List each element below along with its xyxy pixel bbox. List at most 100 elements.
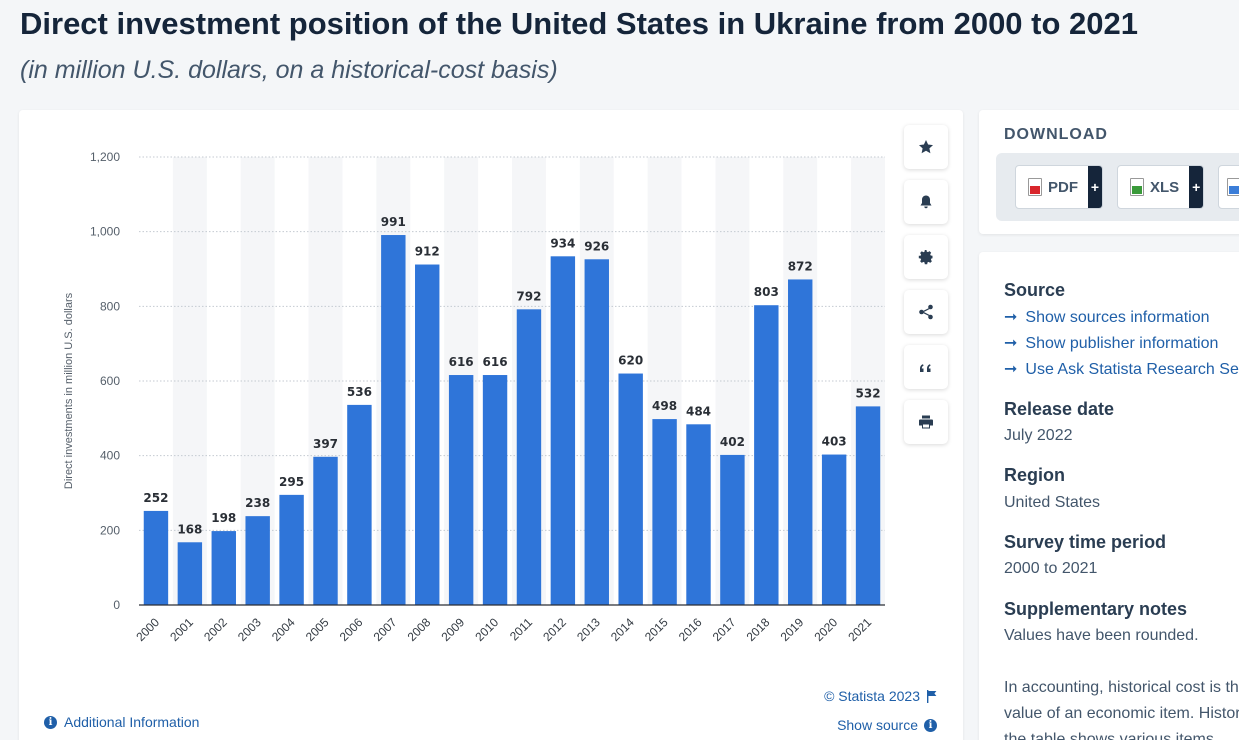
data-label: 616 [483, 355, 508, 369]
show-publisher-link[interactable]: ➞ Show publisher information [1004, 333, 1218, 353]
show-source-link[interactable]: Show source i [837, 717, 937, 733]
statista-credit[interactable]: © Statista 2023 [824, 688, 937, 704]
info-icon: i [44, 715, 57, 729]
download-pdf-button[interactable]: PDF + [1015, 165, 1103, 209]
download-image-button[interactable] [1218, 165, 1239, 209]
bar [347, 404, 372, 605]
data-label: 872 [788, 259, 813, 273]
ask-statista-text: Use Ask Statista Research Service [1025, 361, 1239, 378]
notes-text-line-3: the table shows various items [1004, 731, 1214, 740]
info-icon: i [924, 718, 937, 732]
region-value: United States [1004, 494, 1101, 511]
data-label: 402 [720, 435, 745, 449]
print-button[interactable] [904, 400, 948, 444]
download-card: DOWNLOAD PDF + XLS + [979, 110, 1239, 234]
star-icon [919, 140, 933, 154]
region-heading: Region [1004, 465, 1065, 485]
x-tick-label: 2016 [676, 615, 705, 644]
y-tick-label: 200 [100, 523, 120, 537]
statistic-info-card: Source ➞ Show sources information ➞ Show p… [979, 252, 1239, 740]
data-label: 484 [686, 404, 711, 418]
bar [618, 373, 643, 605]
x-tick-label: 2006 [337, 615, 366, 644]
x-tick-label: 2001 [167, 615, 196, 644]
pdf-label: PDF [1048, 178, 1078, 196]
credit-text: © Statista 2023 [824, 688, 920, 704]
data-label: 403 [822, 435, 847, 449]
bell-icon [920, 195, 932, 209]
x-tick-label: 2002 [201, 615, 230, 644]
download-strip: PDF + XLS + [996, 153, 1239, 221]
bar [720, 454, 745, 605]
cite-button[interactable] [904, 345, 948, 389]
page-title: Direct investment position of the United… [20, 6, 1138, 41]
x-tick-label: 2015 [642, 615, 671, 644]
survey-period-heading: Survey time period [1004, 532, 1167, 552]
print-icon [919, 415, 933, 429]
show-source-text: Show source [837, 717, 918, 733]
arrow-right-icon: ➞ [1004, 309, 1018, 326]
bar [211, 531, 236, 605]
data-label: 934 [550, 236, 575, 250]
data-label: 168 [177, 522, 202, 536]
y-axis-title: Direct investments in million U.S. dolla… [63, 292, 75, 489]
x-tick-label: 2008 [405, 615, 434, 644]
x-tick-label: 2014 [608, 615, 637, 644]
quote-icon [920, 364, 931, 372]
x-tick-label: 2011 [507, 615, 535, 643]
xls-file-icon [1130, 178, 1144, 196]
data-label: 926 [584, 239, 609, 253]
y-tick-label: 0 [113, 598, 120, 612]
data-label: 620 [618, 354, 643, 368]
x-tick-label: 2020 [811, 615, 840, 644]
x-tick-label: 2013 [574, 615, 603, 644]
release-date-value: July 2022 [1004, 427, 1073, 444]
x-tick-label: 2009 [438, 615, 467, 644]
bar [143, 510, 169, 605]
y-tick-label: 600 [100, 374, 120, 388]
bar [686, 424, 711, 605]
y-tick-label: 400 [100, 449, 120, 463]
ask-statista-link[interactable]: ➞ Use Ask Statista Research Service [1004, 359, 1239, 379]
data-label: 536 [347, 385, 372, 399]
data-label: 792 [516, 289, 541, 303]
x-tick-label: 2007 [371, 615, 400, 644]
share-button[interactable] [904, 290, 948, 334]
notes-text-line-2: value of an economic item. Historical co… [1004, 705, 1239, 722]
data-label: 498 [652, 399, 677, 413]
supplementary-notes-value: Values have been rounded. [1004, 627, 1199, 644]
bar [245, 516, 270, 605]
x-tick-label: 2021 [845, 615, 874, 644]
data-label: 616 [449, 355, 474, 369]
share-icon [919, 304, 933, 320]
chart-card: 0 200 400 600 800 1,000 1,200 Direct investment… [19, 110, 963, 740]
bar [516, 309, 542, 605]
data-label: 912 [415, 245, 440, 259]
notification-button[interactable] [904, 180, 948, 224]
show-sources-link[interactable]: ➞ Show sources information [1004, 307, 1210, 327]
x-tick-label: 2019 [778, 615, 807, 644]
additional-info-link[interactable]: i Additional Information [44, 714, 199, 730]
download-xls-button[interactable]: XLS + [1117, 165, 1205, 209]
bar [415, 264, 440, 605]
bar [448, 375, 474, 605]
favorite-button[interactable] [904, 125, 948, 169]
page-subtitle: (in million U.S. dollars, on a historica… [20, 56, 558, 84]
x-tick-label: 2004 [269, 615, 298, 644]
bar [313, 456, 338, 605]
bar [821, 454, 847, 605]
data-label: 532 [856, 386, 881, 400]
x-tick-label: 2012 [540, 615, 569, 644]
arrow-right-icon: ➞ [1004, 361, 1018, 378]
bar [177, 542, 203, 605]
x-tick-label: 2005 [303, 615, 332, 644]
bar [550, 256, 576, 605]
y-tick-label: 800 [100, 299, 120, 313]
xls-label: XLS [1150, 178, 1180, 196]
source-heading: Source [1004, 280, 1066, 300]
image-file-icon [1227, 178, 1239, 196]
settings-button[interactable] [904, 235, 948, 279]
show-publisher-text: Show publisher information [1025, 335, 1219, 352]
bar [855, 406, 881, 605]
